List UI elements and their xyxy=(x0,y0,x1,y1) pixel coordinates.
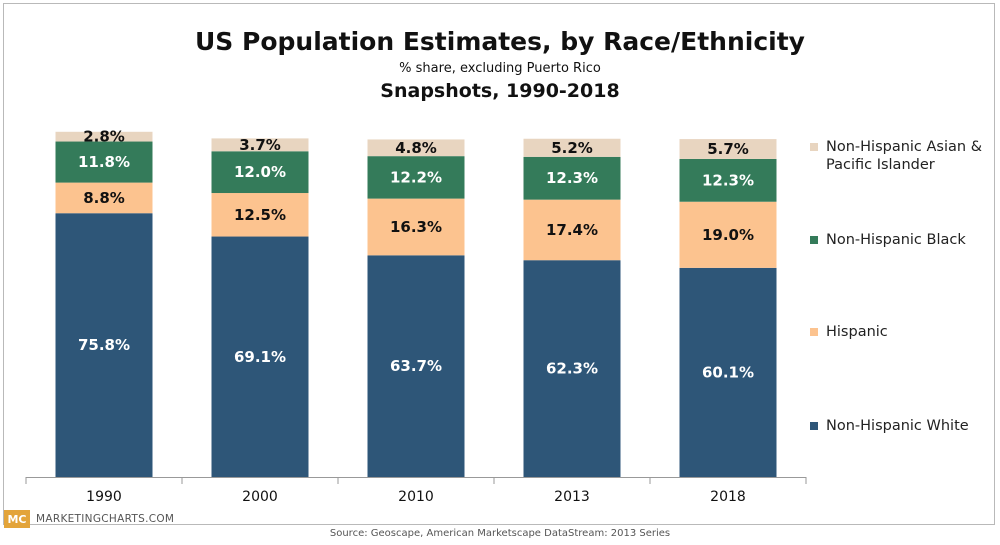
bar-2018-non-hispanic-black xyxy=(679,158,777,202)
legend-swatch-hispanic xyxy=(810,328,818,336)
source-note: Source: Geoscape, American Marketscape D… xyxy=(329,528,671,539)
bar-1990-hispanic xyxy=(55,182,153,214)
data-label-1990-non-hispanic-black: 11.8% xyxy=(78,153,130,171)
bar-2013-non-hispanic-asian-pacific-islander xyxy=(523,138,621,157)
x-tick-label-2018: 2018 xyxy=(710,489,746,505)
data-label-2000-hispanic: 12.5% xyxy=(234,206,286,224)
legend-item-white: Non-Hispanic White xyxy=(810,417,986,435)
legend-label-white: Non-Hispanic White xyxy=(826,418,969,434)
bar-2000-non-hispanic-asian-pacific-islander xyxy=(211,138,309,152)
legend-item-hispanic: Hispanic xyxy=(810,323,986,341)
data-label-2013-non-hispanic-white: 62.3% xyxy=(546,360,598,378)
chart-period: Snapshots, 1990-2018 xyxy=(380,80,620,102)
bar-2010-hispanic xyxy=(367,198,465,256)
data-label-2018-non-hispanic-black: 12.3% xyxy=(702,171,754,189)
data-label-2013-non-hispanic-asian-pacific-islander: 5.2% xyxy=(551,139,593,157)
x-tick-label-1990: 1990 xyxy=(86,489,122,505)
bar-2000-hispanic xyxy=(211,193,309,237)
bar-1990-non-hispanic-asian-pacific-islander xyxy=(55,131,153,142)
bar-2013-non-hispanic-white xyxy=(523,260,621,477)
data-label-2018-non-hispanic-asian-pacific-islander: 5.7% xyxy=(707,140,749,158)
data-label-1990-non-hispanic-asian-pacific-islander: 2.8% xyxy=(83,128,125,146)
bar-2000-non-hispanic-black xyxy=(211,151,309,194)
bar-1990-non-hispanic-black xyxy=(55,141,153,183)
bar-1990-non-hispanic-white xyxy=(55,213,153,477)
chart-legend: Non-Hispanic Asian & Pacific Islander No… xyxy=(810,0,995,480)
bar-2010-non-hispanic-asian-pacific-islander xyxy=(367,139,465,157)
x-tick-label-2010: 2010 xyxy=(398,489,434,505)
data-label-2010-non-hispanic-asian-pacific-islander: 4.8% xyxy=(395,139,437,157)
data-label-2010-non-hispanic-black: 12.2% xyxy=(390,168,442,186)
bar-2018-non-hispanic-white xyxy=(679,267,777,477)
legend-label-black: Non-Hispanic Black xyxy=(826,232,966,248)
legend-item-asian-pacific: Non-Hispanic Asian & Pacific Islander xyxy=(810,138,986,174)
legend-swatch-black xyxy=(810,236,818,244)
data-label-2013-hispanic: 17.4% xyxy=(546,221,598,239)
data-label-1990-hispanic: 8.8% xyxy=(83,189,125,207)
bar-2018-hispanic xyxy=(679,201,777,268)
chart-title: US Population Estimates, by Race/Ethnici… xyxy=(195,27,805,56)
data-label-2000-non-hispanic-black: 12.0% xyxy=(234,163,286,181)
bar-2000-non-hispanic-white xyxy=(211,236,309,477)
data-label-1990-non-hispanic-white: 75.8% xyxy=(78,336,130,354)
marketingcharts-logo: MC xyxy=(4,510,30,528)
bar-2013-hispanic xyxy=(523,199,621,261)
bar-2018-non-hispanic-asian-pacific-islander xyxy=(679,139,777,159)
brand: MC MARKETINGCHARTS.COM xyxy=(4,510,174,528)
bar-2010-non-hispanic-black xyxy=(367,156,465,199)
data-label-2018-non-hispanic-white: 60.1% xyxy=(702,363,754,381)
bar-2013-non-hispanic-black xyxy=(523,156,621,200)
data-label-2010-hispanic: 16.3% xyxy=(390,218,442,236)
data-label-2013-non-hispanic-black: 12.3% xyxy=(546,169,598,187)
brand-name: MARKETINGCHARTS.COM xyxy=(36,513,175,525)
data-label-2000-non-hispanic-asian-pacific-islander: 3.7% xyxy=(239,136,281,154)
legend-swatch-asian-pacific xyxy=(810,143,818,151)
x-tick-label-2000: 2000 xyxy=(242,489,278,505)
data-label-2018-hispanic: 19.0% xyxy=(702,226,754,244)
chart-frame xyxy=(3,3,995,525)
data-label-2010-non-hispanic-white: 63.7% xyxy=(390,357,442,375)
legend-swatch-white xyxy=(810,422,818,430)
legend-item-black: Non-Hispanic Black xyxy=(810,231,986,249)
legend-label-asian-pacific: Non-Hispanic Asian & Pacific Islander xyxy=(826,139,983,173)
legend-label-hispanic: Hispanic xyxy=(826,324,888,340)
x-tick-label-2013: 2013 xyxy=(554,489,590,505)
data-label-2000-non-hispanic-white: 69.1% xyxy=(234,348,286,366)
bar-2010-non-hispanic-white xyxy=(367,255,465,477)
chart-subtitle: % share, excluding Puerto Rico xyxy=(399,61,601,76)
